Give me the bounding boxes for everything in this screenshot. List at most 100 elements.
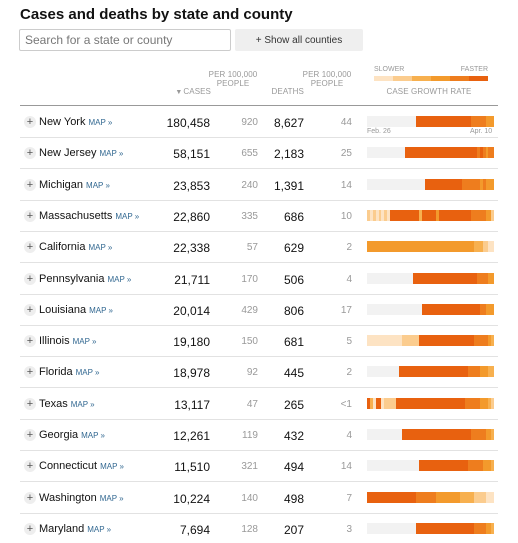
- growth-rate-cell: [410, 178, 414, 190]
- state-name[interactable]: Texas MAP »: [39, 398, 95, 410]
- growth-rate-cell: [459, 397, 463, 409]
- expand-icon[interactable]: +: [24, 116, 36, 128]
- expand-icon[interactable]: +: [24, 272, 36, 285]
- growth-rate-cell: [393, 272, 396, 284]
- growth-rate-cell: [450, 116, 454, 127]
- growth-rate-cell: [381, 429, 385, 440]
- state-name[interactable]: Florida MAP »: [39, 366, 100, 378]
- table-row[interactable]: + Georgia MAP » 12,261 119 432 4: [20, 420, 498, 451]
- growth-rate-cell: [372, 241, 376, 253]
- map-link[interactable]: MAP »: [86, 180, 110, 190]
- growth-rate-cell: [378, 209, 382, 221]
- map-link[interactable]: MAP »: [88, 118, 113, 127]
- table-row[interactable]: + Connecticut MAP » 11,510 321 494 14: [20, 451, 498, 483]
- state-name[interactable]: New York MAP »: [39, 116, 112, 128]
- table-row[interactable]: + Louisiana MAP » 20,014 429 806 17: [20, 295, 498, 326]
- growth-rate-cell: [465, 116, 469, 127]
- growth-rate-cell: [381, 303, 385, 315]
- growth-rate-cell: [413, 429, 417, 440]
- expand-icon[interactable]: +: [24, 209, 36, 222]
- legend-swatch: [450, 76, 469, 81]
- map-link[interactable]: MAP »: [72, 337, 97, 347]
- deaths-column-header[interactable]: DEATHS: [271, 87, 304, 96]
- growth-rate-cell: [479, 303, 483, 315]
- table-row[interactable]: + Maryland MAP » 7,694 128 207 3: [20, 514, 498, 543]
- state-name[interactable]: Massachusetts MAP »: [39, 210, 139, 222]
- table-row[interactable]: + New York MAP » 180,458 920 8,627 44: [20, 107, 498, 138]
- map-link[interactable]: MAP »: [107, 274, 132, 284]
- growth-rate-cell: [439, 429, 443, 440]
- cases-per-100k-header[interactable]: PER 100,000 PEOPLE: [208, 70, 258, 88]
- growth-rate-cell: [453, 366, 457, 378]
- table-row[interactable]: + Florida MAP » 18,978 92 445 2: [20, 357, 498, 389]
- map-link[interactable]: MAP »: [87, 524, 112, 534]
- map-link[interactable]: MAP »: [89, 305, 113, 315]
- map-link[interactable]: MAP »: [100, 462, 124, 472]
- expand-icon[interactable]: +: [24, 491, 36, 504]
- cases-value: 7,694: [179, 522, 210, 537]
- expand-icon[interactable]: +: [24, 366, 36, 379]
- table-row[interactable]: + New Jersey MAP » 58,151 655 2,183 25: [20, 138, 498, 170]
- state-name[interactable]: Pennsylvania MAP »: [39, 273, 131, 285]
- state-name[interactable]: Illinois MAP »: [39, 335, 96, 347]
- state-name[interactable]: Michigan MAP »: [39, 179, 110, 191]
- map-link[interactable]: MAP »: [70, 399, 95, 409]
- growth-rate-cell: [482, 366, 486, 378]
- map-link[interactable]: MAP »: [81, 431, 106, 440]
- growth-rate-bar: [367, 147, 495, 159]
- table-row[interactable]: + Michigan MAP » 23,853 240 1,391 14: [20, 170, 498, 201]
- expand-icon[interactable]: +: [24, 178, 36, 191]
- growth-rate-cell: [410, 116, 414, 127]
- cases-value: 11,510: [174, 460, 210, 475]
- table-row[interactable]: + Massachusetts MAP » 22,860 335 686 10: [20, 201, 498, 232]
- map-link[interactable]: MAP »: [75, 368, 100, 378]
- growth-rate-cell: [404, 303, 408, 315]
- growth-rate-cell: [468, 178, 472, 190]
- state-name[interactable]: California MAP »: [39, 241, 112, 253]
- cases-per-100k-value: 47: [246, 398, 258, 410]
- cases-per-100k-value: 119: [242, 430, 258, 441]
- growth-rate-cell: [436, 522, 440, 534]
- map-link[interactable]: MAP »: [99, 149, 124, 159]
- expand-icon[interactable]: +: [24, 522, 36, 535]
- expand-icon[interactable]: +: [24, 303, 36, 316]
- growth-rate-cell: [439, 397, 443, 409]
- table-row[interactable]: + Texas MAP » 13,117 47 265 <1: [20, 389, 498, 420]
- deaths-per-100k-header[interactable]: PER 100,000 PEOPLE: [302, 70, 352, 88]
- state-name[interactable]: Maryland MAP »: [39, 523, 111, 535]
- table-row[interactable]: + Washington MAP » 10,224 140 498 7: [20, 483, 498, 514]
- state-name[interactable]: Connecticut MAP »: [39, 460, 124, 472]
- search-input[interactable]: [19, 29, 231, 51]
- map-link[interactable]: MAP »: [115, 211, 140, 221]
- state-name[interactable]: Georgia MAP »: [39, 429, 105, 441]
- expand-icon[interactable]: +: [24, 147, 36, 160]
- cases-column-header[interactable]: ▼CASES: [175, 87, 211, 97]
- growth-rate-cell: [393, 522, 396, 534]
- expand-icon[interactable]: +: [24, 460, 36, 473]
- growth-rate-cell: [378, 178, 382, 190]
- growth-rate-cell: [447, 147, 451, 159]
- state-name[interactable]: Louisiana MAP »: [39, 304, 113, 316]
- growth-rate-cell: [485, 116, 489, 127]
- growth-rate-cell: [375, 241, 379, 253]
- growth-rate-cell: [404, 209, 408, 221]
- table-row[interactable]: + Illinois MAP » 19,180 150 681 5: [20, 326, 498, 358]
- growth-rate-cell: [367, 366, 370, 378]
- table-row[interactable]: + California MAP » 22,338 57 629 2: [20, 232, 498, 264]
- deaths-value: 494: [283, 460, 304, 475]
- state-name[interactable]: Washington MAP »: [39, 492, 124, 504]
- expand-icon[interactable]: +: [24, 335, 36, 348]
- map-link[interactable]: MAP »: [99, 493, 124, 503]
- show-all-counties-button[interactable]: + Show all counties: [235, 29, 363, 51]
- state-name[interactable]: New Jersey MAP »: [39, 147, 123, 159]
- table-row[interactable]: + Pennsylvania MAP » 21,711 170 506 4: [20, 264, 498, 295]
- growth-rate-cell: [468, 116, 472, 127]
- page-title: Cases and deaths by state and county: [20, 6, 293, 23]
- growth-rate-cell: [465, 209, 469, 221]
- expand-icon[interactable]: +: [24, 429, 36, 441]
- map-link[interactable]: MAP »: [88, 243, 113, 253]
- growth-rate-cell: [367, 209, 370, 221]
- expand-icon[interactable]: +: [24, 397, 36, 410]
- growth-rate-cell: [447, 335, 451, 347]
- expand-icon[interactable]: +: [24, 241, 36, 254]
